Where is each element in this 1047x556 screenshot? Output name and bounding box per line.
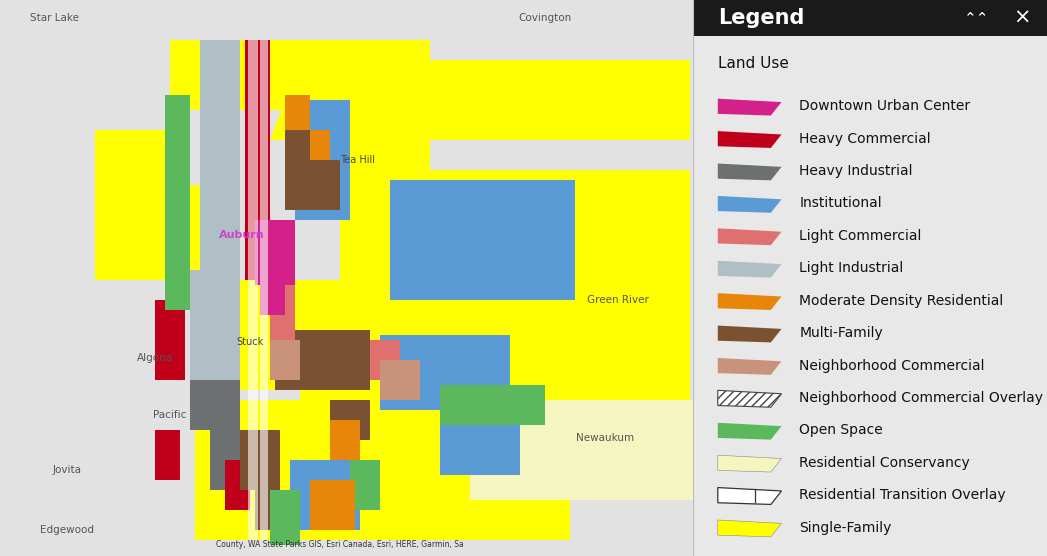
Polygon shape	[718, 229, 781, 245]
Polygon shape	[718, 488, 781, 504]
Polygon shape	[245, 40, 270, 280]
Text: Residential Transition Overlay: Residential Transition Overlay	[799, 488, 1006, 502]
Polygon shape	[170, 40, 430, 110]
Text: Light Commercial: Light Commercial	[799, 229, 921, 243]
Text: Neighborhood Commercial: Neighborhood Commercial	[799, 359, 984, 373]
Text: Moderate Density Residential: Moderate Density Residential	[799, 294, 1003, 307]
Polygon shape	[290, 460, 360, 530]
Polygon shape	[290, 120, 430, 200]
Polygon shape	[389, 180, 575, 300]
Polygon shape	[248, 40, 258, 540]
Text: Pacific: Pacific	[153, 410, 186, 420]
Text: Algona: Algona	[137, 353, 173, 363]
Polygon shape	[718, 261, 781, 277]
Polygon shape	[295, 100, 350, 220]
Polygon shape	[200, 40, 240, 380]
Polygon shape	[718, 326, 781, 342]
Polygon shape	[350, 460, 380, 510]
Polygon shape	[270, 60, 690, 140]
Polygon shape	[240, 430, 280, 490]
Polygon shape	[380, 360, 420, 400]
Text: County, WA State Parks GIS, Esri Canada, Esri, HERE, Garmin, Sa: County, WA State Parks GIS, Esri Canada,…	[216, 540, 464, 549]
Polygon shape	[718, 520, 781, 537]
Polygon shape	[165, 95, 190, 310]
Polygon shape	[270, 490, 300, 545]
Text: Star Lake: Star Lake	[30, 13, 80, 23]
Polygon shape	[440, 385, 545, 425]
Text: Land Use: Land Use	[718, 57, 788, 71]
Polygon shape	[230, 280, 380, 390]
Polygon shape	[260, 285, 285, 315]
Polygon shape	[270, 280, 295, 340]
Polygon shape	[155, 430, 180, 480]
Polygon shape	[285, 130, 310, 210]
Bar	[693, 0, 1047, 36]
Polygon shape	[170, 185, 230, 260]
Polygon shape	[190, 270, 230, 390]
Polygon shape	[190, 380, 215, 430]
Polygon shape	[210, 380, 240, 490]
Polygon shape	[440, 420, 520, 475]
Text: Auburn: Auburn	[219, 230, 265, 240]
Polygon shape	[470, 400, 693, 500]
Polygon shape	[255, 490, 290, 530]
Text: Neighborhood Commercial Overlay: Neighborhood Commercial Overlay	[799, 391, 1043, 405]
Text: Heavy Commercial: Heavy Commercial	[799, 132, 931, 146]
Polygon shape	[260, 40, 268, 540]
Text: Institutional: Institutional	[799, 196, 882, 211]
Polygon shape	[95, 200, 210, 280]
Polygon shape	[330, 420, 360, 460]
Polygon shape	[340, 170, 690, 330]
Polygon shape	[330, 400, 370, 440]
Polygon shape	[195, 400, 570, 540]
Text: Heavy Industrial: Heavy Industrial	[799, 164, 913, 178]
Polygon shape	[718, 196, 781, 213]
Text: Residential Conservancy: Residential Conservancy	[799, 456, 970, 470]
Text: Single-Family: Single-Family	[799, 520, 892, 534]
Text: Light Industrial: Light Industrial	[799, 261, 904, 275]
Text: ⌃⌃: ⌃⌃	[963, 11, 989, 26]
Text: ×: ×	[1013, 8, 1031, 28]
Polygon shape	[718, 99, 781, 116]
Text: Covington: Covington	[518, 13, 572, 23]
Polygon shape	[718, 163, 781, 180]
Text: Multi-Family: Multi-Family	[799, 326, 883, 340]
Polygon shape	[718, 390, 781, 407]
Polygon shape	[270, 340, 300, 380]
Text: Open Space: Open Space	[799, 423, 883, 438]
Polygon shape	[310, 160, 340, 210]
Polygon shape	[310, 130, 330, 160]
Polygon shape	[275, 330, 370, 390]
Polygon shape	[310, 480, 355, 530]
Polygon shape	[155, 300, 185, 380]
Polygon shape	[225, 460, 250, 510]
Polygon shape	[718, 131, 781, 148]
Polygon shape	[300, 330, 690, 430]
Text: Tea Hill: Tea Hill	[340, 155, 376, 165]
Text: Edgewood: Edgewood	[40, 525, 94, 535]
Text: Newaukum: Newaukum	[576, 433, 634, 443]
Polygon shape	[718, 293, 781, 310]
Text: Jovita: Jovita	[52, 465, 82, 475]
Polygon shape	[255, 220, 295, 285]
Polygon shape	[718, 358, 781, 375]
Polygon shape	[370, 340, 400, 380]
Polygon shape	[718, 455, 781, 472]
Polygon shape	[380, 335, 510, 410]
Polygon shape	[285, 95, 310, 130]
Text: Green River: Green River	[587, 295, 649, 305]
Text: Downtown Urban Center: Downtown Urban Center	[799, 100, 971, 113]
Text: Stuck: Stuck	[237, 337, 264, 347]
Polygon shape	[95, 130, 170, 240]
Text: Legend: Legend	[718, 8, 804, 28]
Polygon shape	[718, 423, 781, 440]
